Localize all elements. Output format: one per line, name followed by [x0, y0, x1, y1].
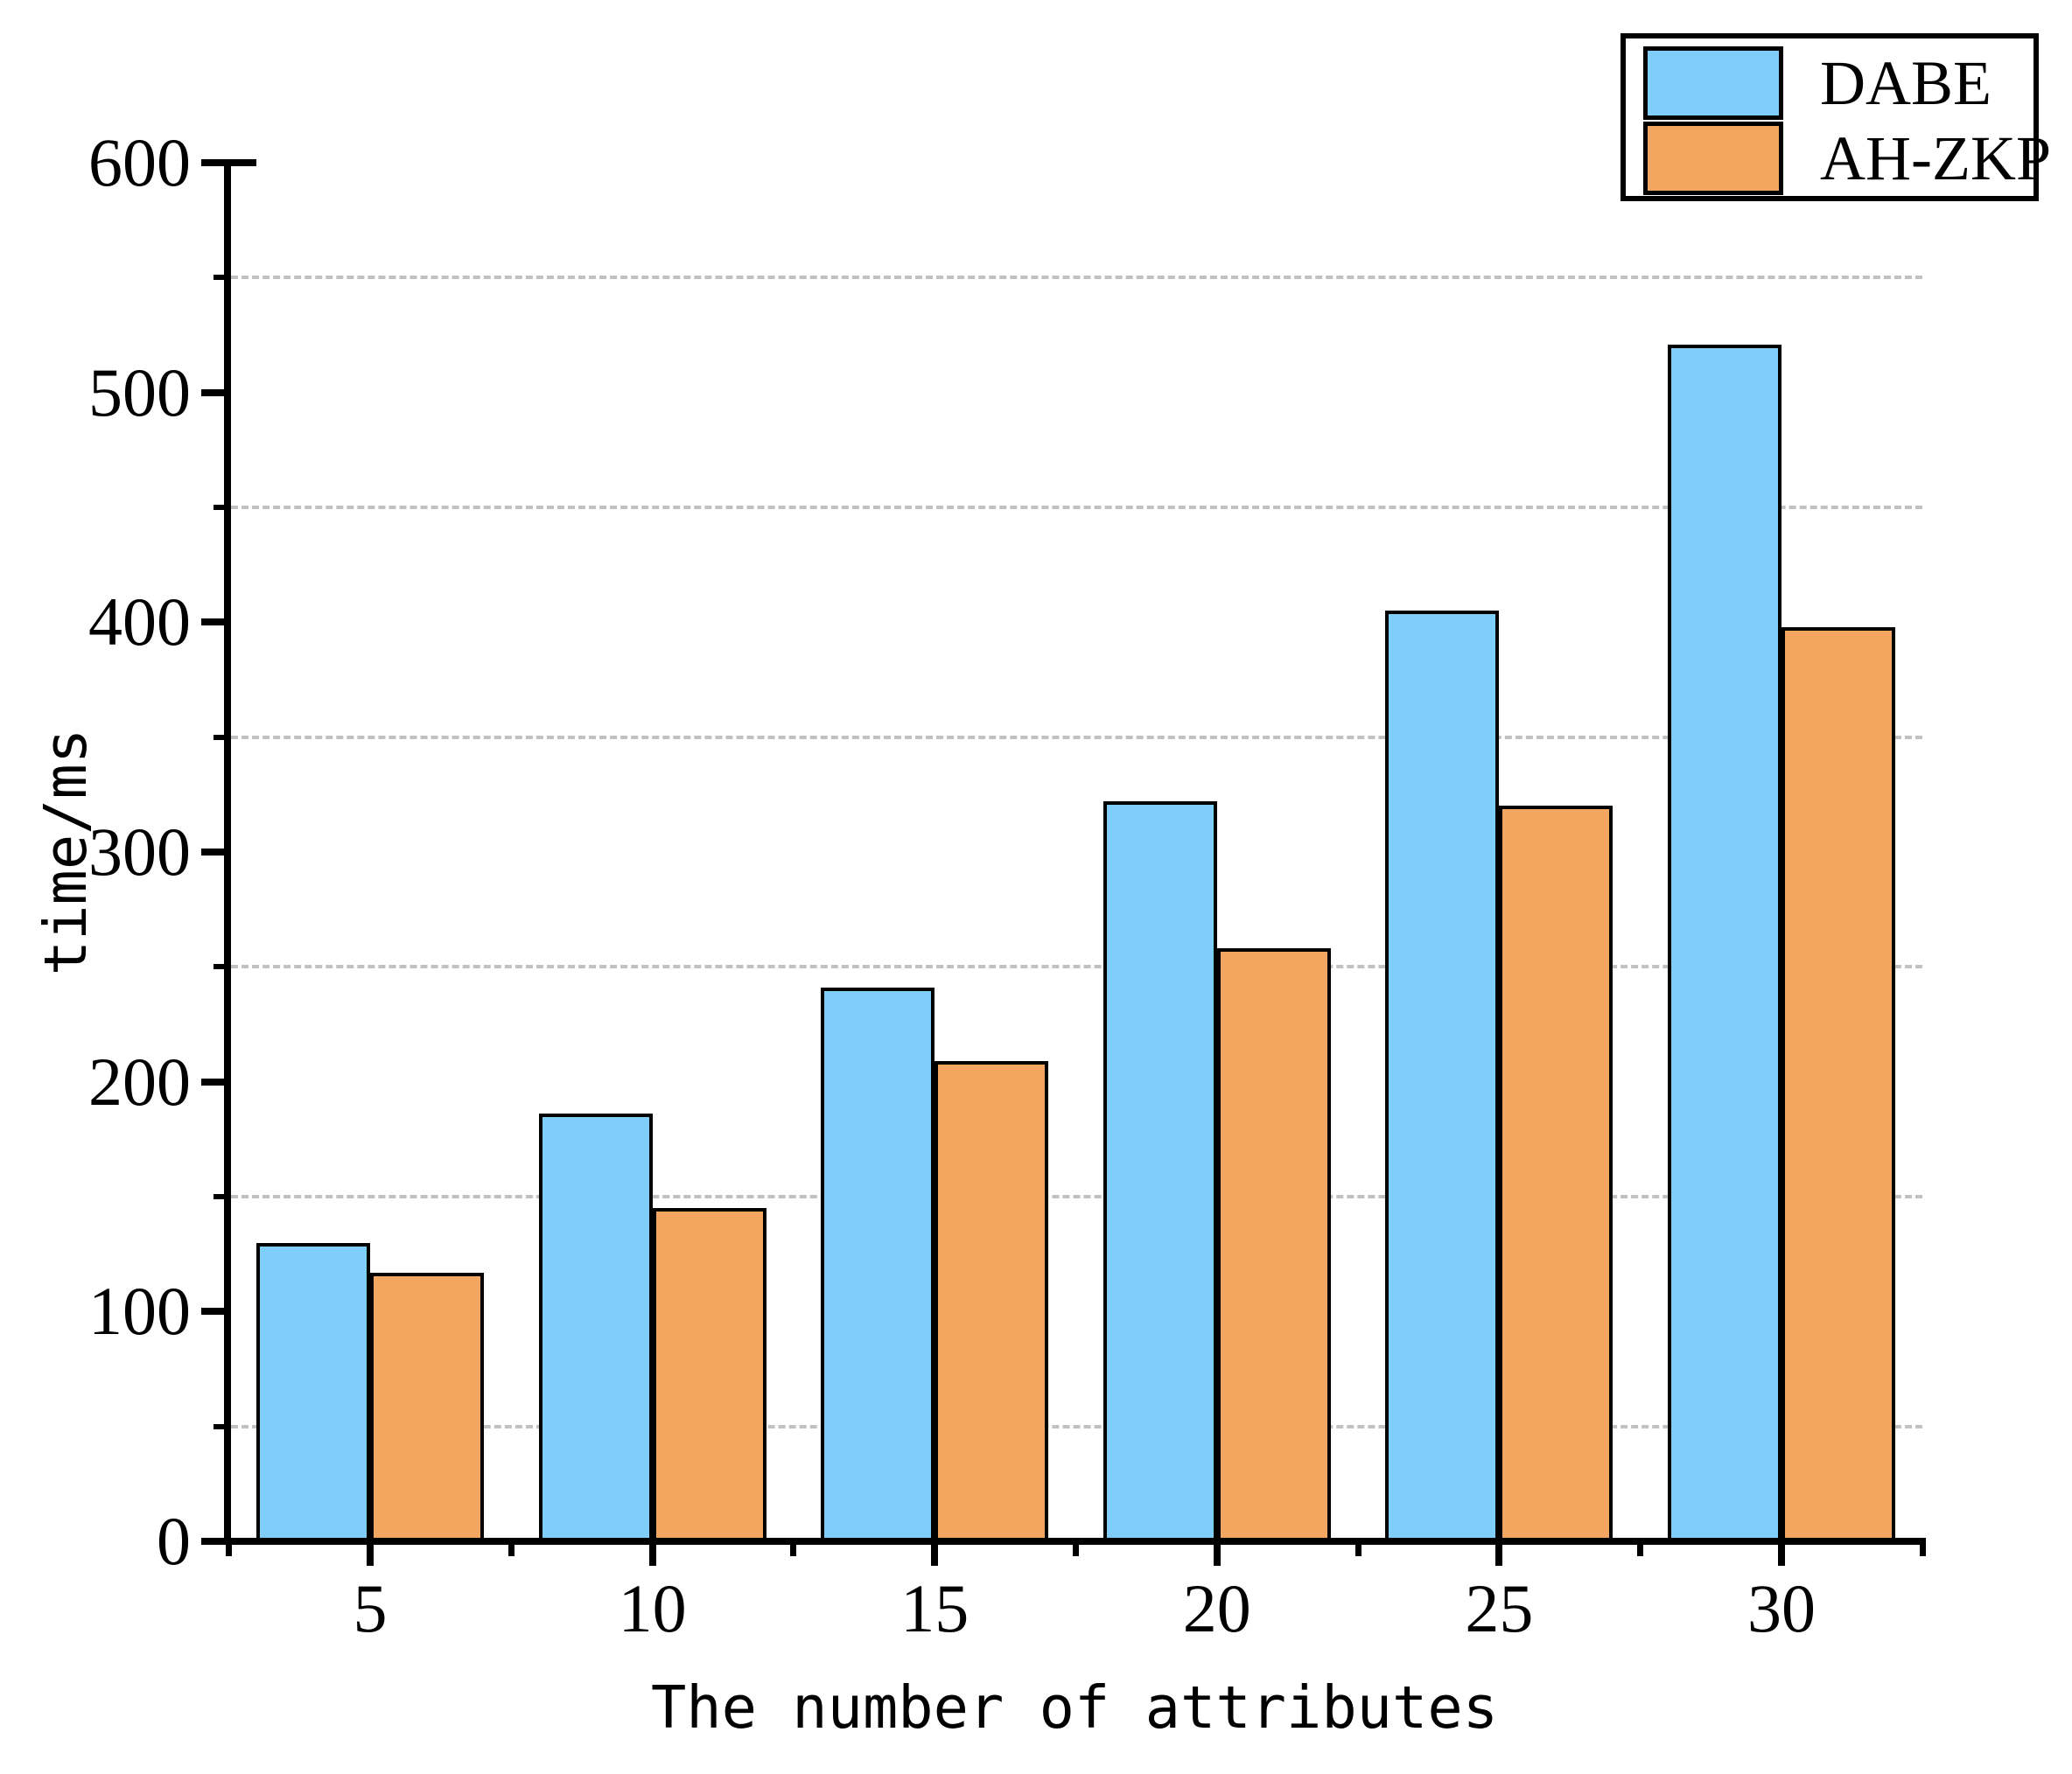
x-major-tick-20 — [1213, 1545, 1221, 1566]
gridline-50 — [231, 1424, 1922, 1428]
x-minor-tick-0 — [226, 1545, 233, 1556]
y-tick-label-600: 600 — [88, 124, 191, 200]
y-minor-tick-550 — [214, 275, 228, 281]
y-tick-label-0: 0 — [157, 1503, 191, 1579]
legend-swatch-dabe — [1643, 46, 1783, 120]
bar-dabe-10 — [538, 1114, 653, 1545]
y-tick-label-300: 300 — [88, 814, 191, 890]
x-major-tick-15 — [931, 1545, 939, 1566]
y-minor-tick-250 — [214, 964, 228, 970]
legend-label-dabe: DABE — [1820, 48, 1992, 118]
y-major-tick-400 — [201, 618, 228, 626]
gridline-150 — [231, 1195, 1922, 1198]
x-tick-label-30: 30 — [1747, 1570, 1816, 1646]
y-major-tick-200 — [201, 1078, 228, 1086]
gridline-450 — [231, 506, 1922, 509]
x-tick-label-25: 25 — [1465, 1570, 1534, 1646]
legend-row-ah-zkp: AH-ZKP — [1643, 121, 2051, 196]
bar-ah-zkp-15 — [934, 1061, 1049, 1545]
x-minor-tick-3 — [1073, 1545, 1079, 1556]
bar-dabe-30 — [1668, 344, 1782, 1545]
gridline-350 — [231, 735, 1922, 739]
y-major-tick-600 — [201, 159, 256, 166]
x-major-tick-5 — [367, 1545, 374, 1566]
y-axis-line — [224, 159, 231, 1545]
x-tick-label-20: 20 — [1182, 1570, 1251, 1646]
bar-ah-zkp-20 — [1216, 948, 1331, 1545]
bar-dabe-25 — [1385, 611, 1500, 1545]
x-tick-label-5: 5 — [353, 1570, 388, 1646]
y-minor-tick-450 — [214, 505, 228, 510]
y-minor-tick-50 — [214, 1423, 228, 1429]
x-axis-title: The number of attributes — [650, 1673, 1499, 1742]
y-major-tick-0 — [201, 1538, 228, 1545]
bar-dabe-15 — [821, 987, 935, 1545]
x-tick-label-15: 15 — [900, 1570, 970, 1646]
y-major-tick-500 — [201, 388, 228, 396]
bar-ah-zkp-10 — [652, 1208, 766, 1545]
bar-ah-zkp-5 — [370, 1272, 484, 1545]
x-minor-tick-5 — [1637, 1545, 1644, 1556]
legend-label-ah-zkp: AH-ZKP — [1820, 123, 2051, 193]
y-major-tick-100 — [201, 1308, 228, 1316]
x-minor-tick-2 — [790, 1545, 797, 1556]
x-minor-tick-4 — [1354, 1545, 1362, 1556]
x-minor-tick-6 — [1919, 1545, 1926, 1556]
x-minor-tick-1 — [508, 1545, 514, 1556]
gridline-550 — [231, 276, 1922, 280]
y-minor-tick-350 — [214, 734, 228, 740]
y-tick-label-100: 100 — [88, 1273, 191, 1350]
x-major-tick-10 — [648, 1545, 656, 1566]
x-tick-label-10: 10 — [618, 1570, 687, 1646]
x-major-tick-30 — [1778, 1545, 1785, 1566]
bar-ah-zkp-30 — [1782, 626, 1895, 1545]
y-tick-label-500: 500 — [88, 353, 191, 430]
bar-dabe-5 — [256, 1242, 370, 1545]
y-tick-label-400: 400 — [88, 583, 191, 660]
legend-row-dabe: DABE — [1643, 45, 1992, 121]
y-major-tick-300 — [201, 849, 228, 856]
legend-swatch-ah-zkp — [1643, 122, 1783, 195]
legend-box: DABE AH-ZKP — [1620, 33, 2051, 201]
y-minor-tick-150 — [214, 1194, 228, 1199]
x-major-tick-25 — [1495, 1545, 1503, 1566]
y-tick-label-200: 200 — [88, 1043, 191, 1120]
bar-ah-zkp-25 — [1499, 806, 1614, 1545]
gridline-250 — [231, 965, 1922, 969]
x-axis-line — [201, 1538, 1926, 1545]
bar-dabe-20 — [1102, 801, 1217, 1545]
